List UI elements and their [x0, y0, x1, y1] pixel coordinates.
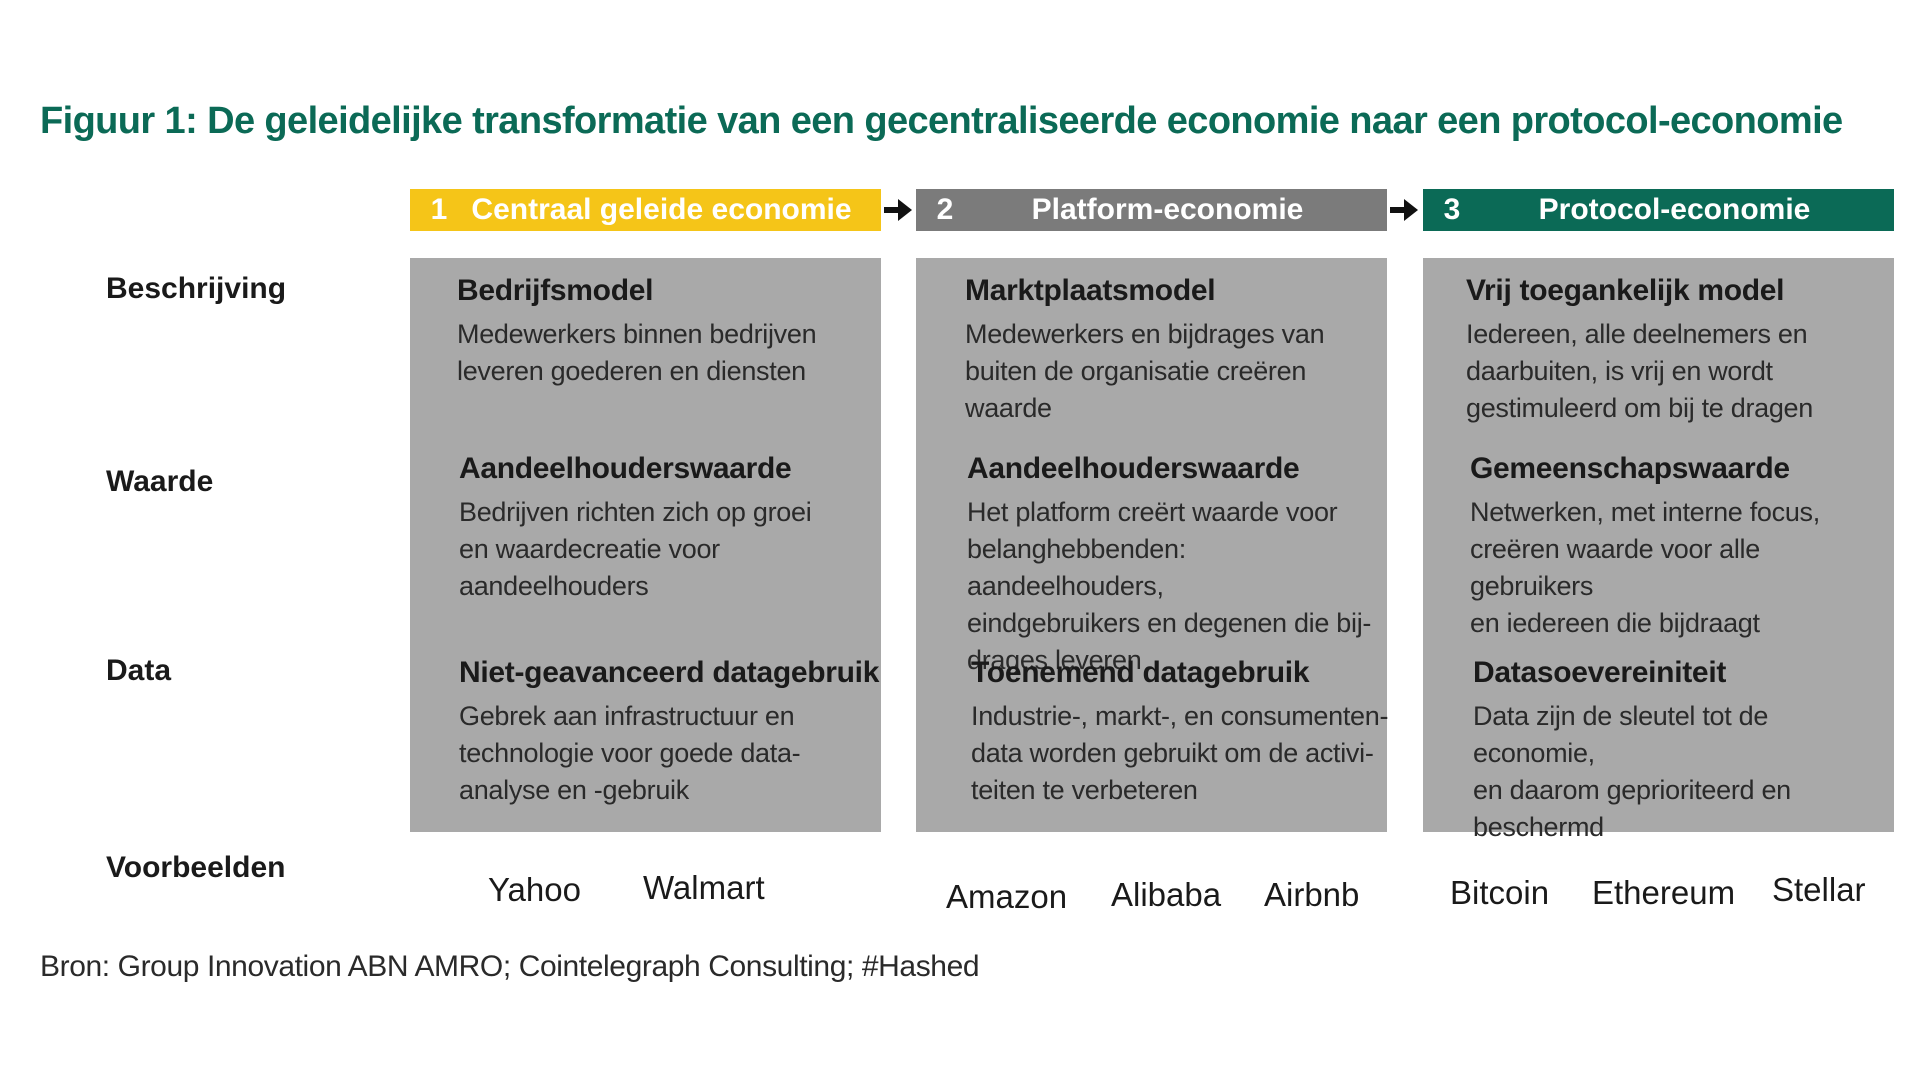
cell-heading: Aandeelhouderswaarde [967, 452, 1300, 485]
text-line: Netwerken, met interne focus, [1470, 497, 1820, 527]
text-line: Medewerkers en bijdrages van [965, 319, 1325, 349]
example-alibaba: Alibaba [1111, 876, 1222, 913]
cell-text: Iedereen, alle deelnemers en daarbuiten,… [1466, 316, 1886, 427]
cell-heading: Bedrijfsmodel [457, 274, 654, 307]
cell-heading: Toenemend datagebruik [971, 656, 1310, 689]
text-line: data worden gebruikt om de activi- [971, 738, 1374, 768]
text-line: Medewerkers binnen bedrijven [457, 319, 817, 349]
phase-1-header: 1 Centraal geleide economie [410, 189, 881, 231]
row-label-voorbeelden: Voorbeelden [106, 851, 286, 884]
phase-3-data: Datasoevereiniteit Data zijn de sleutel … [1473, 656, 1893, 846]
text-line: Bedrijven richten zich op groei [459, 497, 812, 527]
text-line: technologie voor goede data- [459, 738, 801, 768]
phase-2-panel [916, 258, 1387, 832]
cell-heading: Marktplaatsmodel [965, 274, 1216, 307]
cell-heading: Gemeenschapswaarde [1470, 452, 1790, 485]
phase-2-data: Toenemend datagebruik Industrie-, markt-… [971, 656, 1391, 809]
phase-2-header: 2 Platform-economie [916, 189, 1387, 231]
text-line: Het platform creërt waarde voor [967, 497, 1338, 527]
example-walmart: Walmart [643, 869, 765, 906]
phase-3-name: Protocol-economie [1538, 193, 1811, 226]
text-line: teiten te verbeteren [971, 775, 1198, 805]
text-line: Data zijn de sleutel tot de economie, [1473, 701, 1769, 768]
source-note: Bron: Group Innovation ABN AMRO; Cointel… [40, 950, 980, 983]
text-line: Industrie-, markt-, en consumenten- [971, 701, 1389, 731]
text-line: en iedereen die bijdraagt [1470, 608, 1760, 638]
phase-3-number: 3 [1443, 193, 1461, 226]
phase-1-data: Niet-geavanceerd datagebruik Gebrek aan … [459, 656, 879, 809]
cell-heading: Aandeelhouderswaarde [459, 452, 792, 485]
text-line: waarde [965, 393, 1052, 423]
row-label-beschrijving: Beschrijving [106, 272, 287, 305]
cell-text: Data zijn de sleutel tot de economie, en… [1473, 698, 1893, 846]
phase-2-name: Platform-economie [1031, 193, 1304, 226]
text-line: aandeelhouders [459, 571, 649, 601]
phase-3-header: 3 Protocol-economie [1423, 189, 1894, 231]
cell-text: Industrie-, markt-, en consumenten- data… [971, 698, 1391, 809]
example-ethereum: Ethereum [1592, 874, 1736, 911]
text-line: belanghebbenden: aandeelhouders, [967, 534, 1186, 601]
arrow-right-icon [884, 199, 912, 221]
figure-title: Figuur 1: De geleidelijke transformatie … [40, 100, 1843, 142]
phase-2-number: 2 [936, 193, 954, 226]
row-label-data: Data [106, 654, 172, 687]
text-line: creëren waarde voor alle gebruikers [1470, 534, 1760, 601]
phase-2-beschrijving: Marktplaatsmodel Medewerkers en bijdrage… [965, 274, 1385, 427]
cell-heading: Datasoevereiniteit [1473, 656, 1727, 689]
text-line: Iedereen, alle deelnemers en [1466, 319, 1808, 349]
cell-text: Netwerken, met interne focus, creëren wa… [1470, 494, 1890, 642]
phase-1-panel [410, 258, 881, 832]
example-bitcoin: Bitcoin [1450, 874, 1550, 911]
example-stellar: Stellar [1772, 871, 1866, 908]
text-line: en daarom geprioriteerd en [1473, 775, 1791, 805]
cell-text: Medewerkers en bijdrages van buiten de o… [965, 316, 1385, 427]
phase-3-waarde: Gemeenschapswaarde Netwerken, met intern… [1470, 452, 1890, 642]
phase-3-beschrijving: Vrij toegankelijk model Iedereen, alle d… [1466, 274, 1886, 427]
phase-3-panel [1423, 258, 1894, 832]
text-line: leveren goederen en diensten [457, 356, 806, 386]
text-line: analyse en -gebruik [459, 775, 689, 805]
phase-2-waarde: Aandeelhouderswaarde Het platform creërt… [967, 452, 1387, 679]
cell-text: Gebrek aan infrastructuur en technologie… [459, 698, 879, 809]
text-line: drages leveren [967, 645, 1142, 675]
text-line: daarbuiten, is vrij en wordt [1466, 356, 1773, 386]
text-line: beschermd [1473, 812, 1604, 842]
arrow-right-icon [1390, 199, 1418, 221]
text-line: Gebrek aan infrastructuur en [459, 701, 795, 731]
phase-1-waarde: Aandeelhouderswaarde Bedrijven richten z… [459, 452, 879, 605]
phase-1-name: Centraal geleide economie [471, 193, 852, 226]
cell-text: Bedrijven richten zich op groei en waard… [459, 494, 879, 605]
example-amazon: Amazon [946, 878, 1068, 915]
text-line: buiten de organisatie creëren [965, 356, 1307, 386]
example-airbnb: Airbnb [1264, 876, 1360, 913]
cell-text: Medewerkers binnen bedrijven leveren goe… [457, 316, 877, 390]
row-label-waarde: Waarde [106, 465, 214, 498]
text-line: en waardecreatie voor [459, 534, 720, 564]
example-yahoo: Yahoo [488, 871, 581, 908]
phase-1-number: 1 [430, 193, 448, 226]
phase-1-beschrijving: Bedrijfsmodel Medewerkers binnen bedrijv… [457, 274, 877, 390]
text-line: gestimuleerd om bij te dragen [1466, 393, 1813, 423]
text-line: eindgebruikers en degenen die bij- [967, 608, 1372, 638]
cell-text: Het platform creërt waarde voor belanghe… [967, 494, 1387, 679]
cell-heading: Vrij toegankelijk model [1466, 274, 1785, 307]
cell-heading: Niet-geavanceerd datagebruik [459, 656, 880, 689]
